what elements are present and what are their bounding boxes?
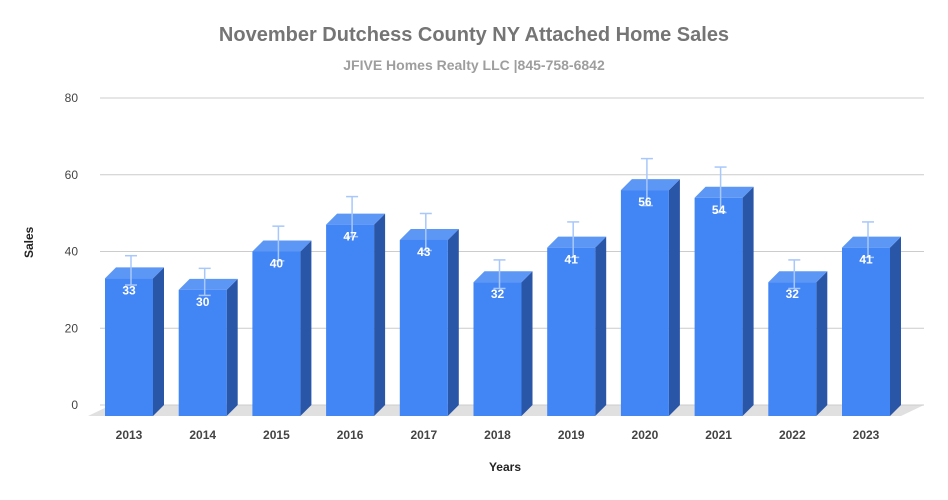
bar-side [595, 236, 607, 416]
data-label: 33 [122, 283, 136, 297]
data-label: 41 [565, 253, 579, 267]
x-tick-label: 2022 [779, 428, 806, 442]
bar-top [252, 240, 312, 252]
bar-side [374, 213, 386, 416]
x-tick-label: 2015 [263, 428, 290, 442]
bar [252, 251, 301, 416]
bar [768, 282, 817, 416]
bar [178, 289, 227, 416]
data-label: 32 [786, 287, 800, 301]
bar-top [842, 236, 901, 248]
bar-side [153, 267, 164, 416]
bar [547, 247, 596, 416]
bar-side [890, 236, 901, 416]
data-label: 54 [712, 203, 726, 217]
bar-side [816, 271, 828, 416]
x-tick-label: 2016 [337, 428, 364, 442]
bar [842, 247, 890, 416]
x-tick-label: 2020 [632, 428, 659, 442]
bar-side [447, 228, 459, 416]
bar [473, 282, 522, 416]
data-label: 30 [196, 295, 210, 309]
x-tick-label: 2013 [116, 428, 143, 442]
x-axis-label: Years [488, 460, 522, 474]
x-tick-label: 2023 [853, 428, 880, 442]
bar [105, 278, 153, 416]
bar [694, 197, 743, 416]
bar-top [326, 213, 386, 225]
data-label: 40 [270, 257, 284, 271]
bar-side [226, 278, 238, 416]
bar [620, 190, 669, 416]
chart-subtitle: JFIVE Homes Realty LLC |845-758-6842 [343, 57, 605, 73]
bar-top [399, 228, 459, 240]
data-label: 47 [343, 230, 357, 244]
bar-side [521, 271, 533, 416]
bar-side [668, 179, 680, 416]
y-tick-label: 40 [65, 245, 79, 259]
x-tick-label: 2018 [484, 428, 511, 442]
bar [399, 239, 448, 416]
bar [326, 224, 375, 416]
bar-top [178, 278, 238, 290]
y-tick-label: 60 [65, 168, 79, 182]
x-tick-label: 2014 [189, 428, 216, 442]
bar-top [105, 267, 164, 279]
chart-title: November Dutchess County NY Attached Hom… [218, 24, 730, 46]
x-tick-label: 2021 [705, 428, 732, 442]
data-label: 32 [491, 287, 505, 301]
bar-top [547, 236, 607, 248]
data-label: 56 [638, 195, 652, 209]
x-tick-label: 2019 [558, 428, 585, 442]
data-label: 43 [417, 245, 431, 259]
x-tick-label: 2017 [410, 428, 437, 442]
bar-top [768, 271, 828, 283]
y-tick-label: 20 [65, 321, 79, 335]
data-label: 41 [859, 253, 873, 267]
bar-side [742, 186, 754, 416]
bar-top [694, 186, 754, 198]
y-tick-label: 0 [71, 398, 78, 412]
bar-side [300, 240, 312, 416]
bar-top [473, 271, 533, 283]
y-tick-label: 80 [65, 91, 79, 105]
bar-top [620, 179, 680, 191]
